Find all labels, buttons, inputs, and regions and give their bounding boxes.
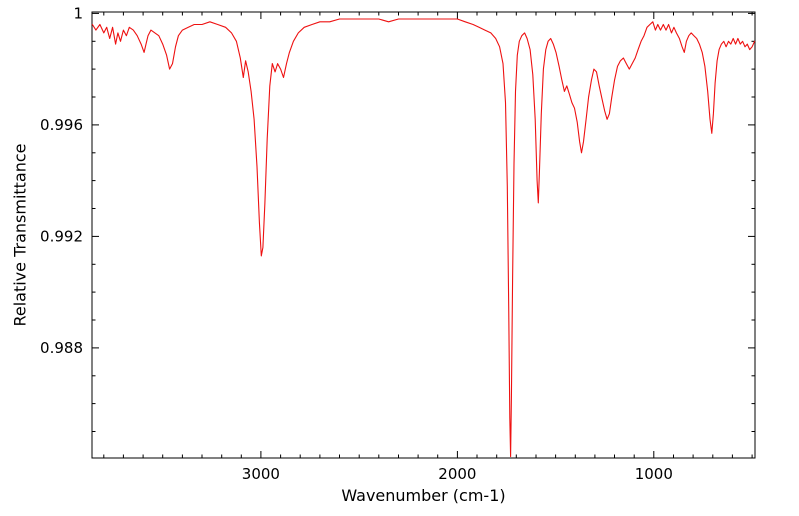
plot-frame xyxy=(91,11,756,459)
x-tick-label: 3000 xyxy=(242,465,280,483)
y-tick-label: 0.996 xyxy=(40,116,83,134)
x-tick-label: 1000 xyxy=(635,465,673,483)
y-axis-label: Relative Transmittance xyxy=(10,143,30,327)
y-tick-label: 0.992 xyxy=(40,227,83,245)
spectrum-line xyxy=(91,18,756,458)
y-tick-label: 0.988 xyxy=(40,339,83,357)
x-axis-label: Wavenumber (cm-1) xyxy=(341,486,506,505)
x-tick-label: 2000 xyxy=(438,465,476,483)
y-tick-label: 1 xyxy=(73,4,83,22)
